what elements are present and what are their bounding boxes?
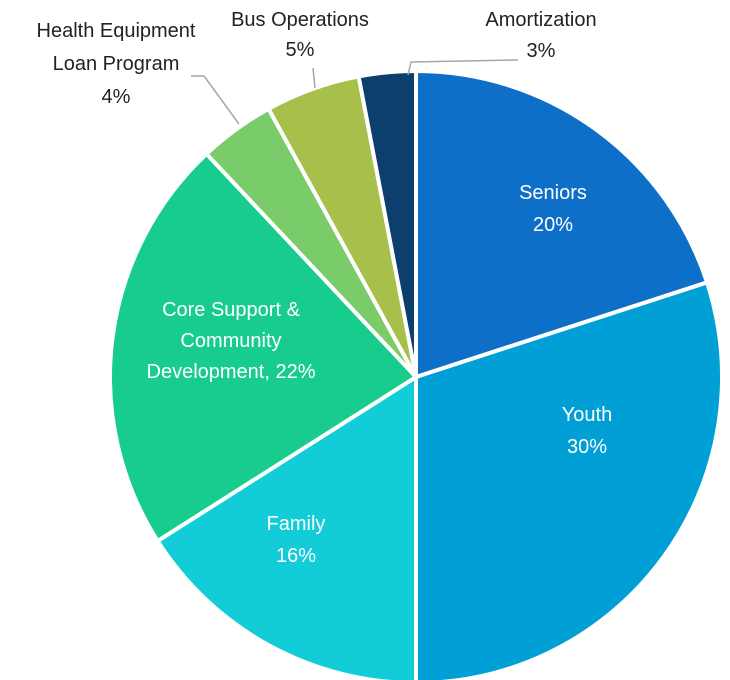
slice-label-line: Seniors [519,182,587,204]
pie-slice-seniors [414,69,710,379]
slice-label-seniors: Seniors 20% [519,182,587,236]
slice-label-line: Youth [562,404,612,426]
slice-label-health-equipment-loan-program: Health Equipment Loan Program 4% [37,20,196,108]
pie-slices [108,69,724,680]
slice-label-line: Community [180,330,281,352]
slice-label-line: 20% [533,214,573,236]
slice-label-core-support-community-development: Core Support & Community Development, 22% [147,299,316,383]
slice-label-line: 5% [286,39,315,61]
slice-label-line: 4% [102,86,131,108]
slice-labels: Seniors 20% Youth 30% Family 16% Core Support … [37,9,613,567]
leader-lines [191,59,519,125]
slice-label-line: Amortization [485,9,596,31]
slice-label-line: 3% [527,40,556,62]
slice-label-line: Core Support & [162,299,301,321]
slice-label-youth: Youth 30% [562,404,612,458]
slice-label-bus-operations: Bus Operations 5% [231,9,369,61]
leader-line-amortization [407,59,519,76]
slice-label-line: 16% [276,545,316,567]
pie-slice-core-support-community-development [108,151,418,543]
pie-slice-family [155,375,418,680]
slice-label-line: Family [267,513,326,535]
pie-slice-amortization [356,69,418,379]
slice-label-line: Loan Program [53,53,180,75]
slice-label-line: Bus Operations [231,9,369,31]
slice-label-amortization: Amortization 3% [485,9,596,62]
slice-label-line: Health Equipment [37,20,196,42]
slice-label-line: 30% [567,436,607,458]
leader-line-health-equipment-loan-program [191,75,240,125]
slice-label-family: Family 16% [267,513,326,567]
leader-line-bus-operations [312,67,316,89]
pie-slice-youth [414,280,724,680]
slice-label-line: Development, 22% [147,361,316,383]
